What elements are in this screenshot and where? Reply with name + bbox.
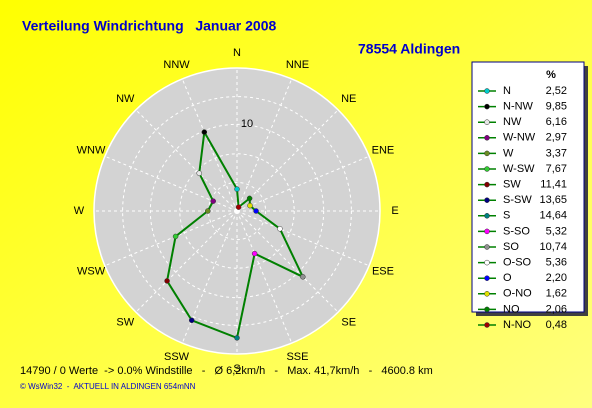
wind-point bbox=[172, 233, 179, 240]
legend-value: 14,64 bbox=[539, 210, 567, 222]
footer-credit: © WsWin32 - AKTUELL IN ALDINGEN 654mNN bbox=[20, 382, 196, 391]
wind-point bbox=[277, 226, 283, 232]
legend-marker bbox=[484, 197, 490, 203]
direction-label: SE bbox=[341, 317, 356, 329]
wind-point bbox=[205, 208, 211, 214]
legend-marker bbox=[484, 150, 490, 157]
footer-stats: 14790 / 0 Werte -> 0.0% Windstille - Ø 6… bbox=[20, 365, 433, 377]
direction-label: ENE bbox=[372, 144, 395, 156]
wind-point bbox=[234, 335, 240, 341]
legend-value: 1,62 bbox=[546, 288, 567, 300]
direction-label: SSW bbox=[164, 351, 190, 363]
legend-label: N bbox=[503, 85, 511, 97]
direction-label: WNW bbox=[77, 144, 106, 156]
wind-point bbox=[246, 195, 253, 202]
legend-label: SW bbox=[503, 179, 521, 191]
wind-point bbox=[164, 278, 170, 284]
legend-marker bbox=[484, 119, 490, 125]
wind-point bbox=[251, 250, 258, 257]
legend-label: O bbox=[503, 272, 512, 284]
legend-label: W-SW bbox=[503, 163, 535, 175]
legend-label: O-SO bbox=[503, 257, 532, 269]
legend-label: S bbox=[503, 210, 510, 222]
legend-value: 9,85 bbox=[546, 101, 567, 113]
grid-ring bbox=[149, 123, 325, 299]
direction-label: S bbox=[233, 363, 240, 375]
direction-label: N bbox=[233, 47, 241, 59]
wind-point bbox=[300, 274, 306, 280]
legend-value: 6,16 bbox=[546, 116, 567, 128]
grid-ring bbox=[207, 181, 267, 241]
direction-label: WSW bbox=[77, 265, 106, 277]
legend-label: N-NW bbox=[503, 101, 534, 113]
wind-point bbox=[188, 317, 195, 324]
direction-label: NW bbox=[116, 93, 135, 105]
direction-label: ESE bbox=[372, 265, 394, 277]
legend-value: 5,36 bbox=[546, 257, 567, 269]
direction-label: NNW bbox=[163, 59, 190, 71]
legend-value: 13,65 bbox=[539, 194, 567, 206]
wind-point bbox=[210, 198, 216, 204]
r-tick-label: 10 bbox=[241, 118, 253, 130]
legend-label: W bbox=[503, 147, 514, 159]
legend-label: N-NO bbox=[503, 319, 532, 331]
direction-label: SSE bbox=[286, 351, 308, 363]
legend-marker bbox=[484, 306, 490, 313]
legend-label: SO bbox=[503, 241, 519, 253]
legend-label: NO bbox=[503, 303, 520, 315]
legend-value: 7,67 bbox=[546, 163, 567, 175]
legend-marker bbox=[484, 135, 490, 141]
legend-value: 2,20 bbox=[546, 272, 567, 284]
direction-label: NNE bbox=[286, 59, 309, 71]
direction-label: E bbox=[391, 205, 398, 217]
legend-value: 2,97 bbox=[546, 132, 567, 144]
legend-value: 3,37 bbox=[546, 147, 567, 159]
legend-label: NW bbox=[503, 116, 522, 128]
wind-point bbox=[253, 208, 259, 214]
wind-point bbox=[201, 129, 208, 135]
legend-marker bbox=[484, 244, 490, 250]
wind-point bbox=[196, 170, 202, 176]
legend-value: 2,06 bbox=[546, 303, 567, 315]
legend-marker bbox=[484, 103, 490, 110]
legend-value: 0,48 bbox=[546, 319, 567, 331]
legend-marker bbox=[484, 291, 490, 297]
legend-value: 2,52 bbox=[546, 85, 567, 97]
legend-header: % bbox=[546, 69, 556, 81]
legend-label: W-NW bbox=[503, 132, 536, 144]
wind-point bbox=[247, 202, 253, 209]
legend-box bbox=[471, 61, 585, 313]
legend-label: S-SW bbox=[503, 194, 532, 206]
wind-point bbox=[234, 186, 240, 192]
direction-label: SW bbox=[116, 317, 134, 329]
direction-label: NE bbox=[341, 93, 356, 105]
legend-marker bbox=[484, 228, 490, 235]
legend-marker bbox=[484, 213, 490, 219]
legend-value: 11,41 bbox=[540, 179, 567, 191]
legend-marker bbox=[484, 322, 490, 328]
legend-value: 5,32 bbox=[546, 225, 567, 237]
wind-point bbox=[235, 204, 242, 210]
legend-label: S-SO bbox=[503, 225, 530, 237]
legend-marker bbox=[484, 181, 490, 188]
chart-title: Verteilung Windrichtung Januar 2008 bbox=[22, 18, 276, 34]
legend-marker bbox=[484, 166, 490, 172]
direction-label: W bbox=[74, 205, 85, 217]
legend-marker bbox=[484, 275, 490, 281]
legend-marker bbox=[484, 259, 490, 266]
chart-subtitle: 78554 Aldingen bbox=[358, 41, 460, 57]
legend-marker bbox=[484, 88, 490, 94]
legend-value: 10,74 bbox=[539, 241, 567, 253]
grid-ring bbox=[179, 153, 295, 269]
legend-label: O-NO bbox=[503, 288, 532, 300]
